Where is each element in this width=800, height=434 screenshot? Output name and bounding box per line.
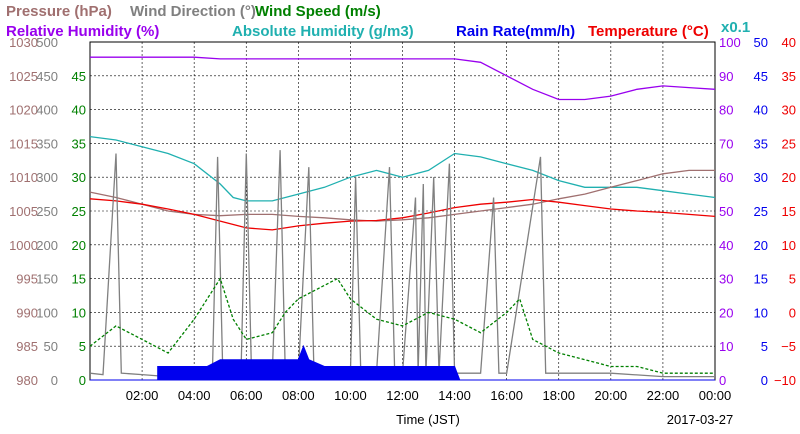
tick-label: 20	[72, 238, 86, 253]
x-tick-label: 00:00	[699, 388, 732, 403]
legend-3: Wind Speed (m/s)	[255, 3, 381, 20]
tick-label: 0	[79, 373, 86, 388]
tick-label: 30	[754, 170, 768, 185]
tick-label: 500	[36, 35, 58, 50]
legend-2: Wind Direction (°)	[130, 3, 256, 20]
tick-label: 35	[754, 136, 768, 151]
tick-label: 1000	[9, 238, 38, 253]
x-tick-label: 14:00	[438, 388, 471, 403]
tick-label: 100	[36, 305, 58, 320]
legend-1: Pressure (hPa)	[6, 3, 112, 20]
tick-label: 30	[719, 272, 733, 287]
tick-label: 40	[782, 35, 796, 50]
x-axis-label: Time (JST)	[396, 412, 460, 427]
tick-label: 25	[754, 204, 768, 219]
tick-label: 50	[719, 204, 733, 219]
tick-label: 80	[719, 103, 733, 118]
tick-label: 15	[754, 272, 768, 287]
tick-label: 5	[761, 339, 768, 354]
tick-label: 20	[782, 170, 796, 185]
tick-label: 990	[16, 305, 38, 320]
tick-label: 0	[761, 373, 768, 388]
tick-label: 60	[719, 170, 733, 185]
tick-label: 1025	[9, 69, 38, 84]
tick-label: 350	[36, 136, 58, 151]
tick-label: 450	[36, 69, 58, 84]
tick-label: 50	[754, 35, 768, 50]
tick-label: 50	[44, 339, 58, 354]
tick-label: 15	[72, 272, 86, 287]
tick-label: 20	[754, 238, 768, 253]
tick-label: 1005	[9, 204, 38, 219]
tick-label: 200	[36, 238, 58, 253]
tick-label: 10	[719, 339, 733, 354]
tick-label: 10	[754, 305, 768, 320]
tick-label: 1010	[9, 170, 38, 185]
x-tick-label: 06:00	[230, 388, 263, 403]
tick-label: 250	[36, 204, 58, 219]
legend-4: Relative Humidity (%)	[6, 23, 159, 40]
tick-label: 40	[754, 103, 768, 118]
tick-label: 25	[72, 204, 86, 219]
tick-label: 20	[719, 305, 733, 320]
tick-label: 30	[782, 103, 796, 118]
legend-6: Rain Rate(mm/h)	[456, 23, 575, 40]
tick-label: 980	[16, 373, 38, 388]
tick-label: −10	[774, 373, 796, 388]
tick-label: 985	[16, 339, 38, 354]
tick-label: 1015	[9, 136, 38, 151]
series-relative-humidity	[90, 56, 716, 101]
tick-label: 35	[72, 136, 86, 151]
tick-label: 100	[719, 35, 741, 50]
legend-7: Temperature (°C)	[588, 23, 709, 40]
tick-label: 10	[72, 305, 86, 320]
x-tick-label: 02:00	[126, 388, 159, 403]
series-wind-speed-m-s	[89, 277, 715, 374]
tick-label: 5	[789, 272, 796, 287]
tick-label: 1020	[9, 103, 38, 118]
series-rain-rate	[90, 344, 715, 381]
tick-label: 0	[51, 373, 58, 388]
x-tick-label: 16:00	[490, 388, 523, 403]
x-tick-label: 20:00	[595, 388, 628, 403]
x-tick-label: 12:00	[386, 388, 419, 403]
date-label: 2017-03-27	[667, 412, 734, 427]
tick-label: 90	[719, 69, 733, 84]
tick-label: 40	[719, 238, 733, 253]
tick-label: 300	[36, 170, 58, 185]
legend-5: Absolute Humidity (g/m3)	[232, 23, 414, 40]
x-tick-label: 22:00	[647, 388, 680, 403]
scale-note: x0.1	[721, 19, 750, 36]
tick-label: 30	[72, 170, 86, 185]
tick-label: 40	[72, 103, 86, 118]
x-tick-label: 08:00	[282, 388, 315, 403]
tick-label: 150	[36, 272, 58, 287]
tick-label: 10	[782, 238, 796, 253]
tick-label: 0	[719, 373, 726, 388]
tick-label: 70	[719, 136, 733, 151]
x-tick-label: 18:00	[542, 388, 575, 403]
tick-label: −5	[781, 339, 796, 354]
tick-label: 995	[16, 272, 38, 287]
tick-label: 1030	[9, 35, 38, 50]
series-temperature-c	[89, 198, 716, 231]
tick-label: 25	[782, 136, 796, 151]
tick-label: 0	[789, 305, 796, 320]
tick-label: 5	[79, 339, 86, 354]
x-tick-label: 04:00	[178, 388, 211, 403]
tick-label: 15	[782, 204, 796, 219]
tick-label: 35	[782, 69, 796, 84]
tick-label: 45	[72, 69, 86, 84]
tick-label: 400	[36, 103, 58, 118]
x-tick-label: 10:00	[334, 388, 367, 403]
tick-label: 45	[754, 69, 768, 84]
